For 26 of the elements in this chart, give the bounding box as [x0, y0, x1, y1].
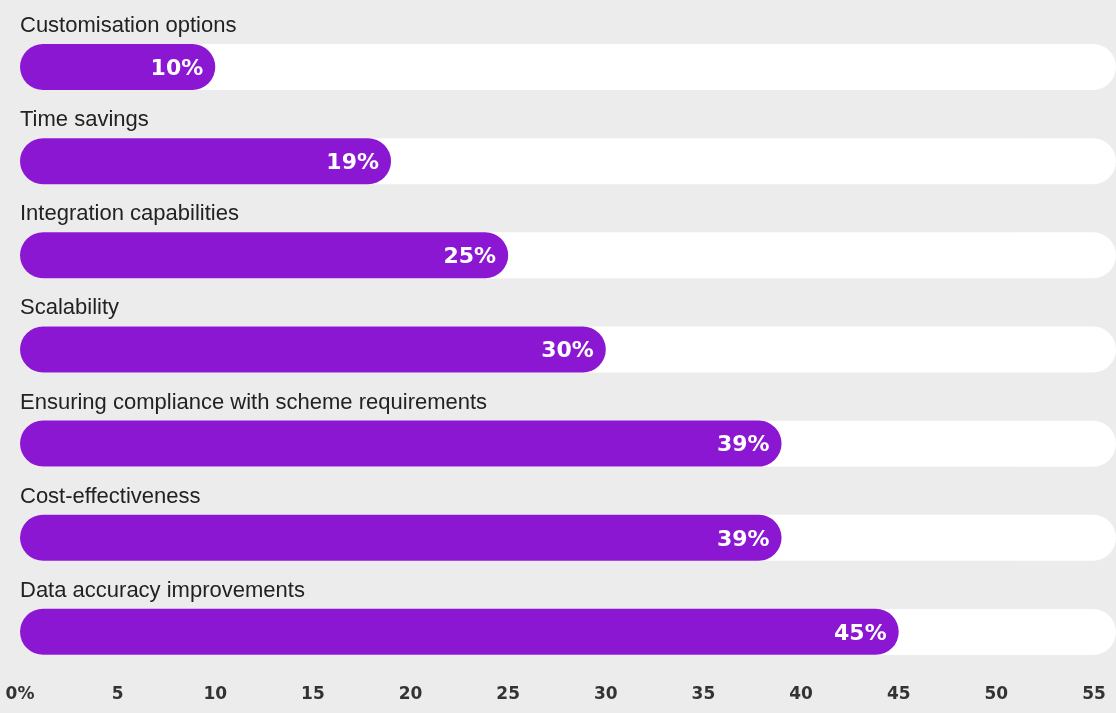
x-tick-label: 50 — [984, 683, 1009, 704]
y-tick-label: Integration capabilities — [20, 200, 239, 226]
x-tick-label: 55 — [1082, 683, 1106, 704]
x-tick-label: 40 — [789, 683, 814, 704]
data-label: 19% — [326, 148, 380, 174]
x-tick-label: 0% — [5, 683, 35, 704]
x-tick-label: 10 — [203, 683, 228, 704]
x-tick-label: 30 — [593, 683, 618, 704]
x-tick-label: 35 — [691, 683, 716, 704]
y-tick-label: Ensuring compliance with scheme requirements — [20, 388, 488, 414]
data-label: 39% — [716, 431, 770, 457]
y-tick-label: Time savings — [20, 106, 149, 132]
y-tick-label: Cost-effectiveness — [20, 482, 201, 508]
x-tick-label: 5 — [111, 683, 124, 704]
x-tick-label: 20 — [398, 683, 423, 704]
x-tick-label: 45 — [886, 683, 911, 704]
data-label: 25% — [443, 243, 497, 269]
data-label: 30% — [541, 337, 594, 363]
data-label: 45% — [834, 619, 887, 645]
x-tick-label: 25 — [496, 683, 521, 704]
data-label: 10% — [150, 54, 204, 80]
y-tick-label: Scalability — [20, 294, 120, 320]
y-tick-label: Customisation options — [20, 12, 237, 37]
y-tick-label: Data accuracy improvements — [20, 576, 305, 602]
x-tick-label: 15 — [301, 683, 325, 704]
data-label: 39% — [716, 525, 770, 551]
